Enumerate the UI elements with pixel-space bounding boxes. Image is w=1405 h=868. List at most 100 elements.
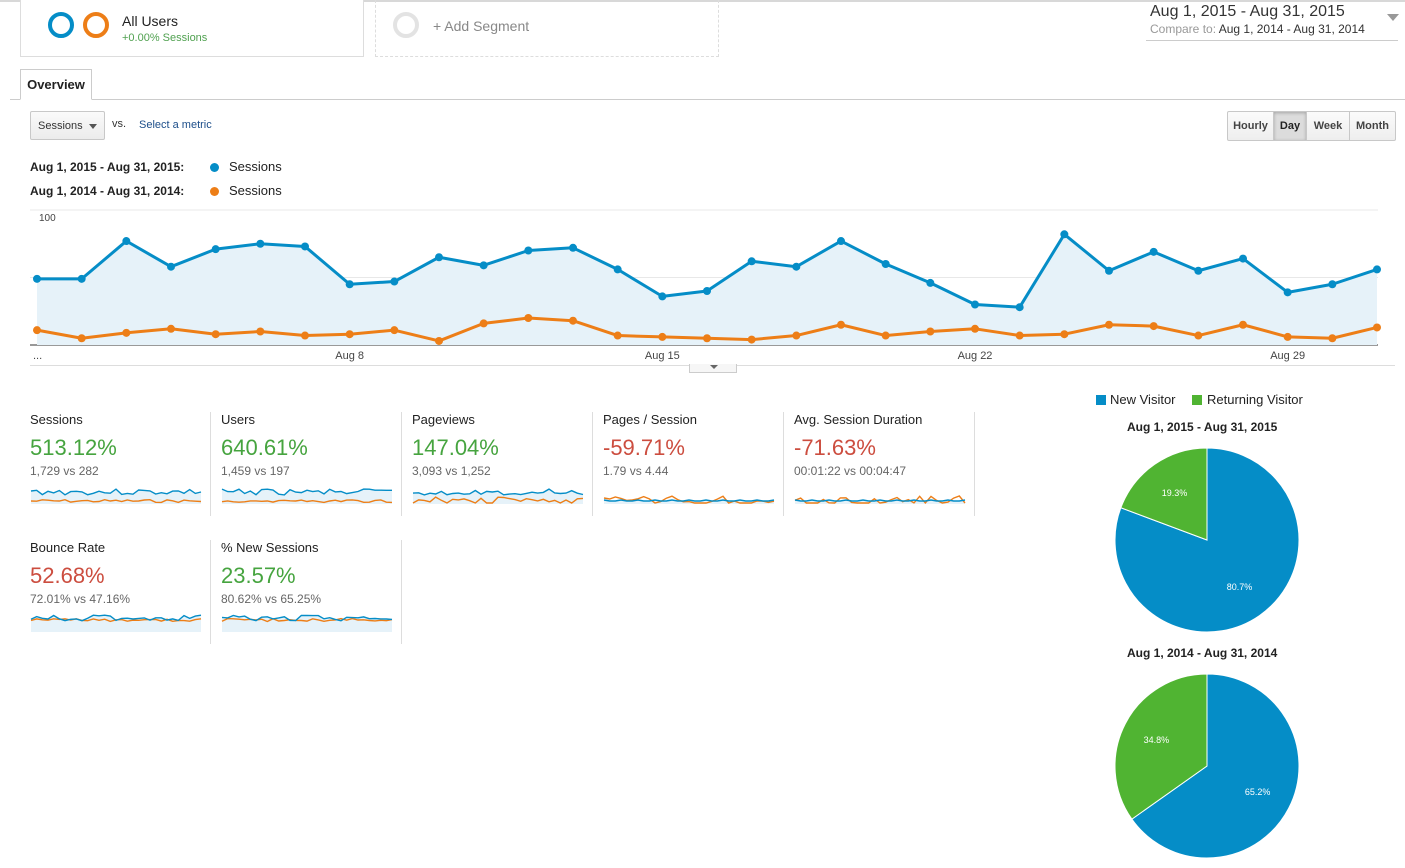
data-point[interactable] bbox=[792, 331, 801, 340]
data-point[interactable] bbox=[211, 330, 220, 339]
chevron-down-icon[interactable] bbox=[1387, 14, 1399, 21]
tab-overview[interactable]: Overview bbox=[20, 69, 92, 100]
data-point[interactable] bbox=[703, 334, 711, 343]
data-point[interactable] bbox=[1194, 266, 1203, 275]
data-point[interactable] bbox=[1015, 331, 1024, 340]
data-point[interactable] bbox=[1060, 330, 1069, 339]
data-point[interactable] bbox=[658, 332, 667, 341]
scorecard-comparison: 72.01% vs 47.16% bbox=[30, 592, 131, 606]
select-metric-link[interactable]: Select a metric bbox=[139, 119, 212, 131]
pie-label-new: 80.7% bbox=[1227, 582, 1253, 592]
data-point[interactable] bbox=[658, 292, 667, 301]
data-point[interactable] bbox=[256, 327, 265, 336]
segment-title: All Users bbox=[122, 13, 179, 29]
scorecard-divider bbox=[401, 540, 402, 644]
data-point[interactable] bbox=[77, 334, 86, 343]
scorecard-pageviews[interactable]: Pageviews 147.04% 3,093 vs 1,252 bbox=[412, 412, 592, 516]
data-point[interactable] bbox=[1283, 332, 1292, 341]
granularity-week-button[interactable]: Week bbox=[1306, 111, 1350, 141]
data-point[interactable] bbox=[792, 262, 801, 271]
data-point[interactable] bbox=[345, 280, 354, 289]
data-point[interactable] bbox=[747, 257, 756, 266]
data-point[interactable] bbox=[613, 331, 622, 340]
data-point[interactable] bbox=[122, 237, 131, 246]
data-point[interactable] bbox=[1060, 230, 1069, 239]
scorecard-name: % New Sessions bbox=[221, 540, 319, 555]
data-point[interactable] bbox=[926, 327, 935, 336]
pie-slice-new-visitor[interactable] bbox=[1131, 673, 1300, 859]
sparkline-current bbox=[794, 499, 966, 502]
data-point[interactable] bbox=[435, 336, 443, 345]
pie-slice-new-visitor[interactable] bbox=[1114, 447, 1300, 633]
data-point[interactable] bbox=[837, 320, 845, 329]
data-point[interactable] bbox=[1328, 280, 1337, 289]
data-point[interactable] bbox=[1149, 247, 1158, 256]
scorecard-users[interactable]: Users 640.61% 1,459 vs 197 bbox=[221, 412, 401, 516]
data-point[interactable] bbox=[747, 335, 756, 344]
data-point[interactable] bbox=[211, 245, 220, 254]
data-point[interactable] bbox=[569, 243, 577, 252]
data-point[interactable] bbox=[613, 265, 622, 274]
data-point[interactable] bbox=[122, 328, 131, 337]
data-point[interactable] bbox=[837, 237, 845, 246]
data-point[interactable] bbox=[1239, 320, 1247, 329]
add-segment-button[interactable]: + Add Segment bbox=[375, 0, 719, 57]
data-point[interactable] bbox=[1015, 303, 1024, 312]
data-point[interactable] bbox=[881, 331, 890, 340]
data-point[interactable] bbox=[33, 326, 41, 335]
data-point[interactable] bbox=[703, 287, 711, 295]
data-point[interactable] bbox=[1105, 320, 1113, 329]
data-point[interactable] bbox=[479, 319, 488, 328]
data-point[interactable] bbox=[435, 253, 443, 262]
data-point[interactable] bbox=[1373, 265, 1381, 274]
data-point[interactable] bbox=[1373, 323, 1381, 332]
data-point[interactable] bbox=[167, 262, 175, 271]
data-point[interactable] bbox=[971, 324, 979, 333]
data-point[interactable] bbox=[524, 246, 533, 255]
x-tick-label: Aug 22 bbox=[958, 350, 993, 362]
data-point[interactable] bbox=[1105, 266, 1113, 275]
scorecard-pages-session[interactable]: Pages / Session -59.71% 1.79 vs 4.44 bbox=[603, 412, 783, 516]
pie-slice-returning-visitor[interactable] bbox=[1120, 447, 1208, 541]
data-point[interactable] bbox=[301, 242, 309, 251]
data-point[interactable] bbox=[390, 277, 399, 286]
data-point[interactable] bbox=[479, 261, 488, 270]
scorecard--new-sessions[interactable]: % New Sessions 23.57% 80.62% vs 65.25% bbox=[221, 540, 401, 644]
metric-dropdown[interactable]: Sessions bbox=[30, 111, 105, 140]
sparkline-current bbox=[221, 614, 393, 622]
data-point[interactable] bbox=[390, 326, 399, 335]
granularity-day-button[interactable]: Day bbox=[1273, 111, 1307, 141]
compare-date-range[interactable]: Compare to: Aug 1, 2014 - Aug 31, 2014 bbox=[1150, 22, 1365, 36]
date-range-picker[interactable]: Aug 1, 2015 - Aug 31, 2015 bbox=[1150, 3, 1345, 20]
data-point[interactable] bbox=[345, 330, 354, 339]
data-point[interactable] bbox=[926, 278, 935, 287]
data-point[interactable] bbox=[167, 324, 175, 333]
data-point[interactable] bbox=[524, 314, 533, 322]
sparkline-previous bbox=[221, 499, 393, 504]
data-point[interactable] bbox=[1328, 334, 1337, 343]
data-point[interactable] bbox=[1239, 254, 1247, 263]
data-point[interactable] bbox=[1149, 322, 1158, 331]
chart-collapse-toggle[interactable] bbox=[689, 364, 737, 373]
data-point[interactable] bbox=[1283, 288, 1292, 297]
data-point[interactable] bbox=[301, 331, 309, 340]
metric-dropdown-label: Sessions bbox=[38, 120, 83, 132]
granularity-month-button[interactable]: Month bbox=[1349, 111, 1396, 141]
pie-slice-returning-visitor[interactable] bbox=[1114, 673, 1208, 820]
data-point[interactable] bbox=[881, 260, 890, 268]
scorecard-bounce-rate[interactable]: Bounce Rate 52.68% 72.01% vs 47.16% bbox=[30, 540, 210, 644]
data-point[interactable] bbox=[1194, 331, 1203, 340]
data-point[interactable] bbox=[256, 239, 265, 248]
legend-dot-previous bbox=[210, 187, 219, 196]
pie-label-new: 65.2% bbox=[1245, 787, 1271, 797]
segment-all-users[interactable]: All Users +0.00% Sessions bbox=[20, 0, 364, 57]
data-point[interactable] bbox=[569, 316, 577, 325]
granularity-hourly-button[interactable]: Hourly bbox=[1227, 111, 1274, 141]
data-point[interactable] bbox=[971, 300, 979, 309]
sparkline-current bbox=[412, 488, 584, 496]
data-point[interactable] bbox=[33, 274, 41, 283]
data-point[interactable] bbox=[77, 274, 86, 283]
legend-metric-current: Sessions bbox=[229, 159, 282, 174]
scorecard-avg-session-duration[interactable]: Avg. Session Duration -71.63% 00:01:22 vs … bbox=[794, 412, 974, 516]
scorecard-sessions[interactable]: Sessions 513.12% 1,729 vs 282 bbox=[30, 412, 210, 516]
